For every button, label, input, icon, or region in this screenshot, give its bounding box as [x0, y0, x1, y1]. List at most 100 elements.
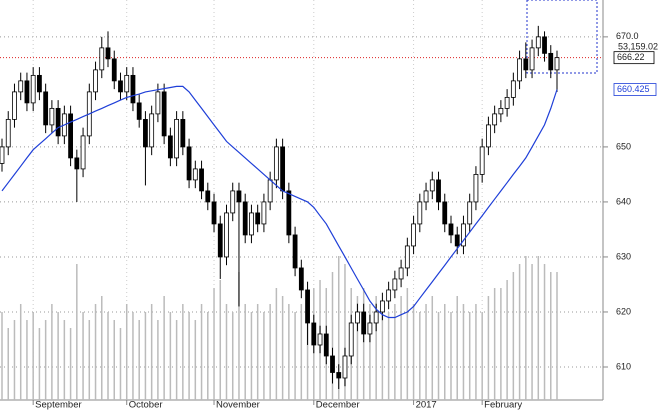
candle-body: [467, 201, 473, 225]
volume-bar: [132, 312, 134, 400]
volume-bar: [394, 304, 396, 400]
volume-bar: [462, 304, 465, 400]
candle-body: [199, 168, 204, 192]
candle-body: [49, 107, 55, 126]
candle-body: [355, 311, 360, 324]
candle-body: [417, 201, 423, 225]
candle-body: [498, 107, 504, 115]
volume-bar: [13, 320, 16, 400]
candle-body: [12, 91, 17, 120]
candle-body: [330, 355, 335, 373]
volume-bar: [412, 304, 415, 400]
candle-body: [80, 135, 86, 170]
x-tick-label: 2017: [416, 400, 437, 411]
y-tick-label: 620: [616, 306, 631, 316]
candle-body: [473, 174, 479, 203]
volume-bar: [63, 320, 66, 400]
volume-bar: [51, 304, 53, 400]
volume-bar: [231, 312, 234, 400]
ma-value-label: 660.425: [617, 84, 650, 94]
candle-body: [436, 179, 441, 203]
candle-body: [442, 201, 448, 225]
volume-bar: [150, 304, 153, 400]
candle-body: [273, 146, 279, 181]
candle-body: [192, 168, 198, 181]
candle-body: [411, 223, 416, 247]
candle-body: [517, 58, 522, 82]
volume-bar: [57, 312, 59, 400]
candle-body: [111, 58, 117, 82]
candle-body: [492, 113, 498, 126]
y-tick-label: 670.0: [616, 31, 639, 41]
volume-bar: [138, 320, 140, 400]
candle-body: [523, 58, 529, 71]
volume-bar: [481, 312, 483, 400]
volume-bar: [250, 312, 253, 400]
volume-bar: [468, 312, 471, 400]
candle-body: [24, 80, 30, 104]
candle-body: [311, 322, 317, 346]
candle-body: [136, 102, 142, 120]
last-price-box: [613, 51, 655, 65]
candle-body: [386, 289, 392, 302]
volume-bar: [175, 320, 178, 400]
candle-body: [423, 190, 429, 203]
volume-bar: [125, 304, 128, 400]
volume-bar: [344, 264, 346, 400]
candle-body: [174, 118, 180, 159]
volume-bar: [475, 304, 477, 400]
volume-bar: [19, 304, 22, 400]
candle-body: [454, 234, 460, 247]
volume-bar: [525, 256, 527, 400]
volume-bar: [537, 256, 540, 400]
candle-body: [43, 91, 49, 126]
candle-body: [542, 36, 547, 54]
volume-bar: [194, 320, 197, 400]
candle-body: [305, 289, 310, 324]
volume-bar: [294, 312, 296, 400]
candle-body: [504, 96, 510, 109]
candle-body: [379, 300, 385, 313]
candle-body: [124, 74, 130, 93]
volume-bar: [306, 296, 309, 400]
y-tick-label: 630: [616, 251, 631, 261]
candle-body: [161, 91, 167, 137]
volume-bar: [288, 304, 290, 400]
volume-bar: [512, 272, 515, 400]
volume-bar: [487, 296, 490, 400]
volume-bar: [550, 272, 552, 400]
candle-body: [155, 91, 161, 115]
volume-bar: [44, 320, 47, 400]
volume-bar: [518, 264, 521, 400]
volume-bar: [182, 304, 184, 400]
volume-bar: [437, 312, 440, 400]
volume-bar: [281, 296, 284, 400]
volume-bar: [444, 304, 446, 400]
candle-body: [317, 333, 323, 346]
volume-bar: [113, 320, 115, 400]
candle-body: [267, 179, 273, 203]
last-price-label: 666.22: [617, 52, 645, 62]
candle-body: [74, 157, 80, 170]
volume-bar: [1, 312, 3, 400]
volume-bar: [419, 312, 421, 400]
volume-bar: [76, 264, 78, 400]
volume-label: 53,159.02: [618, 41, 658, 51]
candle-body: [242, 201, 248, 236]
volume-bar: [200, 304, 203, 400]
candle-body: [236, 190, 242, 203]
moving-average: [1, 85, 558, 319]
candle-body: [180, 118, 186, 148]
candle-body: [99, 47, 105, 71]
volume-bar: [531, 264, 533, 400]
candle-body: [217, 223, 223, 258]
candle-body: [429, 179, 435, 192]
volume-bar: [225, 304, 228, 400]
candle-body: [342, 355, 348, 379]
candle-body: [292, 234, 298, 269]
volume-bar: [169, 312, 172, 400]
volume-bar: [32, 312, 34, 400]
volume-bar: [506, 280, 508, 400]
